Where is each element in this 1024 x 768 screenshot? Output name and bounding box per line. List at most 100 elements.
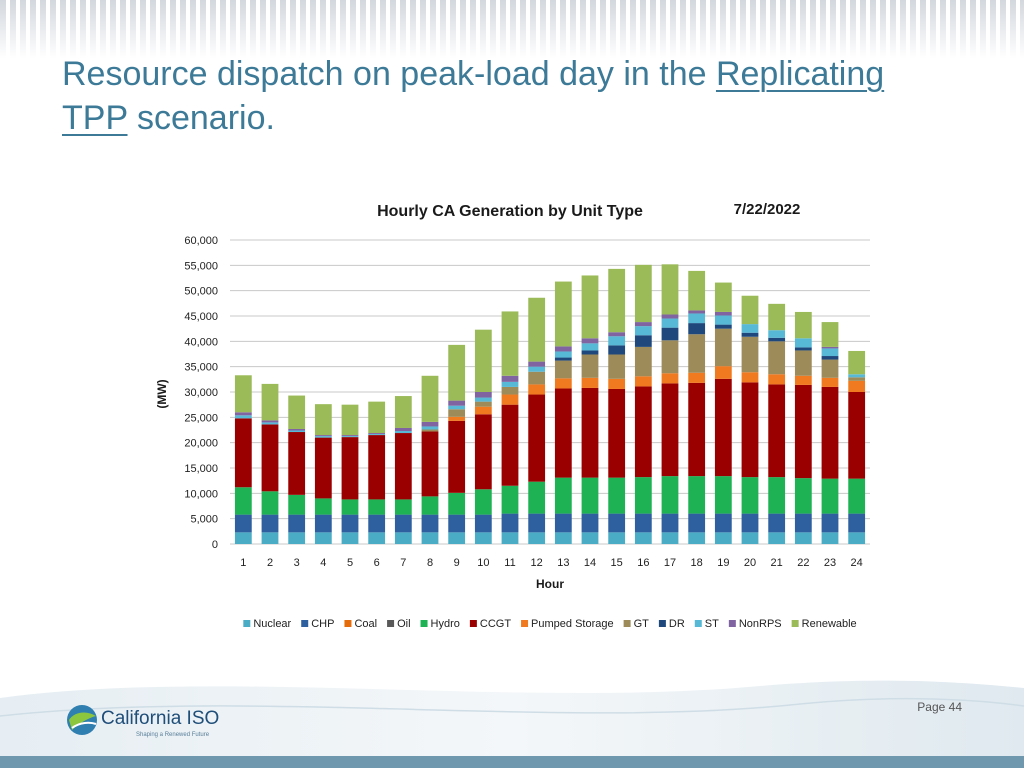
- title-text-end: scenario.: [127, 99, 275, 137]
- bar-segment: [394, 499, 412, 515]
- legend-item: CHP: [301, 618, 334, 630]
- bar-segment: [794, 311, 812, 339]
- x-tick-label: 3: [294, 557, 300, 569]
- bar-segment: [661, 383, 679, 477]
- legend-swatch: [791, 620, 799, 627]
- bar-segment: [528, 371, 546, 385]
- bar-segment: [261, 383, 279, 421]
- bar-segment: [421, 429, 439, 432]
- bar-segment: [421, 496, 439, 515]
- bar-segment: [768, 477, 786, 514]
- bar-segment: [608, 532, 626, 544]
- bar-segment: [741, 295, 759, 325]
- bar-segment: [234, 418, 252, 488]
- bar-segment: [848, 377, 866, 381]
- bar-segment: [794, 375, 812, 385]
- bar-segment: [688, 334, 706, 373]
- legend-label: NonRPS: [739, 618, 782, 630]
- legend-label: Nuclear: [253, 618, 291, 630]
- logo-name: California ISO: [101, 708, 219, 729]
- y-tick-label: 25,000: [184, 412, 218, 424]
- bar-segment: [634, 335, 652, 347]
- bar-segment: [688, 270, 706, 311]
- bar-segment: [634, 346, 652, 377]
- bar-segment: [394, 396, 412, 428]
- bar-segment: [634, 477, 652, 514]
- bar-segment: [261, 491, 279, 515]
- bar-segment: [554, 351, 572, 358]
- bar-segment: [528, 297, 546, 362]
- bar-segment: [234, 487, 252, 515]
- bar-segment: [421, 431, 439, 497]
- bar-segment: [501, 532, 519, 544]
- bar-segment: [688, 372, 706, 383]
- bar-segment: [741, 336, 759, 373]
- legend-label: Pumped Storage: [531, 618, 614, 630]
- bar-segment: [661, 513, 679, 533]
- bar-segment: [794, 478, 812, 514]
- bar-segment: [394, 514, 412, 533]
- bar-segment: [474, 397, 492, 402]
- title-link-tpp[interactable]: TPP: [62, 99, 128, 137]
- bar-segment: [448, 409, 466, 417]
- bar-segment: [714, 324, 732, 329]
- bar-segment: [368, 514, 386, 533]
- bar-segment: [341, 404, 359, 436]
- x-tick-label: 22: [797, 557, 809, 569]
- x-tick-label: 20: [744, 557, 756, 569]
- y-tick-labels: 0 5,000 10,000 15,000 20,000 25,000 30,000 35,0…: [184, 235, 218, 551]
- bar-segment: [474, 414, 492, 490]
- bar-segment: [661, 314, 679, 319]
- bar-segment: [608, 336, 626, 346]
- bar-segment: [581, 387, 599, 478]
- legend-item: Pumped Storage: [521, 618, 614, 630]
- bar-segment: [608, 477, 626, 514]
- bar-segment: [554, 513, 572, 533]
- bar-segment: [394, 532, 412, 544]
- bar-segment: [368, 434, 386, 436]
- slide-title: Resource dispatch on peak-load day in th…: [62, 52, 992, 140]
- bar-segment: [288, 494, 306, 515]
- legend-swatch: [521, 620, 529, 627]
- logo-tagline: Shaping a Renewed Future: [136, 732, 210, 738]
- bar-segment: [234, 532, 252, 544]
- y-tick-label: 40,000: [184, 336, 218, 348]
- title-link-replicating[interactable]: Replicating: [715, 55, 885, 93]
- bar-segment: [288, 395, 306, 429]
- legend-item: Coal: [344, 618, 377, 630]
- legend-item: GT: [623, 618, 649, 630]
- bar-segment: [661, 327, 679, 341]
- bar-segment: [368, 435, 386, 500]
- bar-segment: [448, 400, 466, 406]
- bar-segment: [741, 477, 759, 514]
- page-number: Page 44: [917, 700, 962, 714]
- x-tick-label: 8: [427, 557, 433, 569]
- bar-segment: [581, 532, 599, 544]
- bar-segment: [421, 421, 439, 427]
- bar-segment: [821, 377, 839, 387]
- bar-segment: [368, 532, 386, 544]
- bar-segment: [288, 428, 306, 431]
- legend-swatch: [469, 620, 477, 627]
- legend-label: Renewable: [802, 618, 857, 630]
- x-tick-label: 2: [267, 557, 273, 569]
- bar-segment: [821, 356, 839, 360]
- bar-segment: [501, 394, 519, 405]
- chart-title: Hourly CA Generation by Unit Type: [377, 203, 643, 220]
- bar-segment: [288, 430, 306, 433]
- bar-segment: [501, 485, 519, 514]
- bar-segment: [634, 264, 652, 323]
- bar-segment: [741, 382, 759, 478]
- x-tick-labels: 1 2 3 4 5 6 7 8 9 10 11 12 13 14 15 16 17 18 19 20 21 22 23 24: [240, 557, 863, 569]
- legend-item: Oil: [387, 618, 411, 630]
- legend-swatch: [301, 620, 309, 627]
- bar-segment: [821, 532, 839, 544]
- bar-segment: [448, 492, 466, 515]
- bar-segment: [474, 401, 492, 407]
- legend-item: Hydro: [420, 618, 460, 630]
- bar-segment: [234, 412, 252, 416]
- bar-segment: [474, 489, 492, 515]
- bar-segment: [448, 420, 466, 493]
- bar-segment: [581, 377, 599, 388]
- bar-segment: [848, 478, 866, 514]
